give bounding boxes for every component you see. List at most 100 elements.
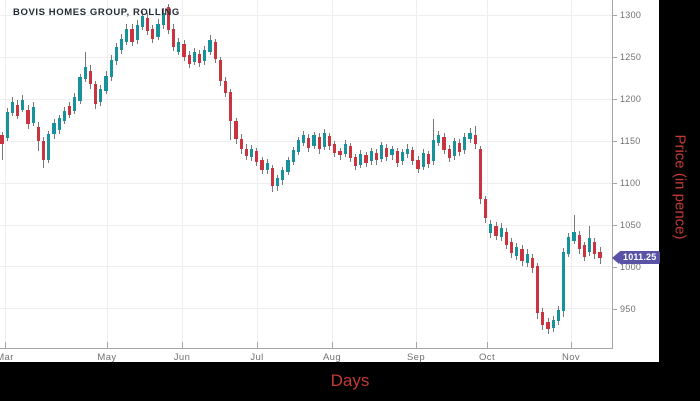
candle-down (213, 41, 217, 59)
gridline-horizontal (0, 98, 612, 100)
price-tag-value: 1011.25 (619, 251, 661, 265)
candle-down (598, 251, 602, 258)
y-tick-mark (613, 99, 617, 101)
chart-title: BOVIS HOMES GROUP, ROLLING (13, 7, 180, 18)
candle-up (312, 135, 316, 147)
candle-up (567, 236, 571, 254)
candle-down (416, 159, 420, 169)
candle-up (551, 319, 555, 329)
candle-down (374, 152, 378, 161)
candle-up (114, 47, 118, 62)
candle-up (515, 246, 519, 257)
x-tick-label: Oct (479, 352, 495, 363)
candle-up (296, 140, 300, 152)
candle-up (452, 141, 456, 157)
y-tick-label: 1250 (620, 52, 642, 63)
candle-up (140, 15, 144, 27)
candle-up (421, 152, 425, 168)
candle-down (229, 92, 233, 121)
gridline-vertical (571, 0, 572, 348)
candle-down (348, 146, 352, 158)
current-price-tag: 1011.25 (612, 251, 661, 265)
candle-down (447, 148, 451, 158)
gridline-horizontal (0, 266, 612, 268)
candle-down (504, 231, 508, 246)
candle-up (57, 118, 61, 131)
gridline-vertical (487, 0, 488, 348)
candle-up (286, 160, 290, 173)
candle-up (302, 135, 306, 143)
gridline-vertical (416, 0, 417, 348)
candle-down (541, 312, 545, 325)
candle-down (88, 70, 92, 84)
candle-up (406, 148, 410, 155)
plot-area[interactable] (0, 0, 612, 348)
candle-down (187, 55, 191, 64)
candle-up (369, 151, 373, 162)
price-tag-arrow-icon (612, 251, 619, 264)
right-axis-band (659, 0, 700, 401)
candle-down (510, 241, 514, 253)
candle-down (42, 141, 46, 160)
gridline-vertical (107, 0, 108, 348)
x-tick-mark (5, 342, 6, 349)
candle-down (94, 83, 98, 105)
candle-up (499, 227, 503, 237)
candle-down (546, 322, 550, 330)
candle-down (338, 151, 342, 156)
candle-down (166, 6, 170, 31)
candle-down (520, 248, 524, 262)
candle-up (463, 136, 467, 151)
candle-down (411, 150, 415, 162)
candle-up (120, 39, 124, 51)
candle-up (99, 88, 103, 103)
y-tick-label: 1150 (620, 136, 641, 147)
x-tick-label: Nov (561, 352, 581, 363)
candle-down (577, 235, 581, 249)
candle-up (572, 231, 576, 241)
candle-down (218, 60, 222, 81)
candle-up (562, 251, 566, 312)
candle-down (530, 257, 534, 268)
x-axis-title: Days (330, 371, 370, 390)
candle-up (161, 13, 165, 26)
x-tick-mark (416, 342, 417, 349)
candle-down (426, 154, 430, 164)
candle-up (343, 143, 347, 154)
candle-down (473, 135, 477, 145)
candle-up (21, 99, 25, 110)
gridline-vertical (257, 0, 258, 348)
candle-down (364, 155, 368, 163)
candle-down (395, 151, 399, 163)
candle-down (442, 136, 446, 151)
candle-down (328, 136, 332, 147)
x-tick-label: May (97, 352, 117, 363)
candle-up (380, 145, 384, 159)
y-tick-label: 1050 (620, 220, 642, 230)
candle-down (16, 104, 20, 116)
candle-up (83, 67, 87, 79)
x-tick-label: Jul (250, 352, 264, 363)
candle-down (536, 266, 540, 314)
y-tick-mark (613, 57, 617, 59)
x-axis-line (0, 348, 613, 349)
candle-up (135, 25, 139, 41)
candle-down (478, 149, 482, 199)
candle-up (400, 151, 404, 162)
candle-up (125, 29, 129, 42)
candle-down (593, 241, 597, 255)
candle-up (156, 23, 160, 37)
bottom-axis-band (0, 362, 700, 401)
candle-down (151, 29, 155, 39)
gridline-vertical (182, 0, 183, 348)
candle-down (239, 138, 243, 150)
candle-up (208, 40, 212, 53)
candle-down (172, 28, 176, 47)
candle-up (203, 50, 207, 62)
candle-up (31, 107, 35, 123)
candle-up (390, 149, 394, 156)
candle-up (10, 101, 14, 114)
candle-up (432, 140, 436, 162)
candle-up (109, 59, 113, 78)
